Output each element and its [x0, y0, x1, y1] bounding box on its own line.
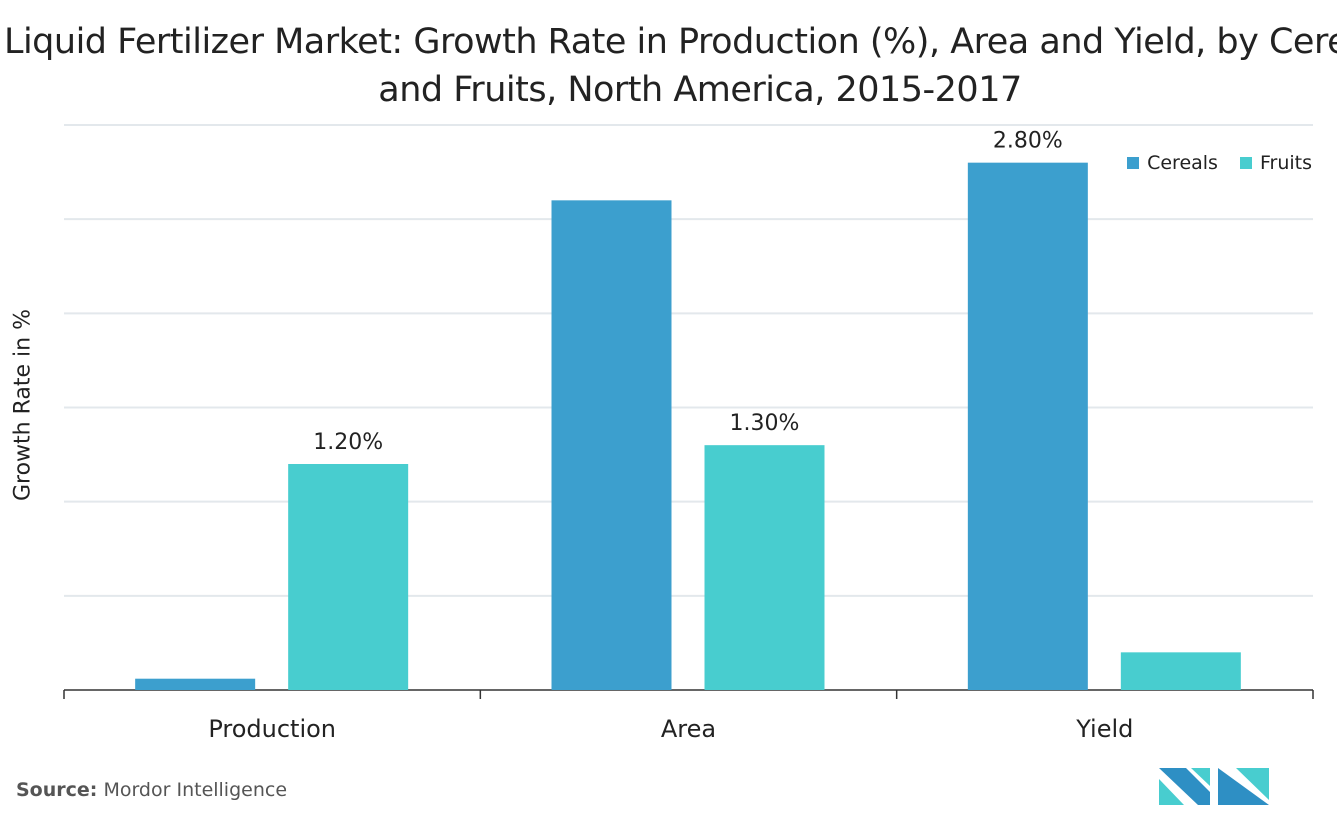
source-label: Source: — [16, 779, 98, 801]
data-label: 1.20% — [313, 430, 383, 455]
bar-cereals — [135, 678, 256, 690]
data-label: 1.30% — [730, 411, 800, 436]
bar-fruits — [1120, 652, 1241, 690]
source-note: Source: Mordor Intelligence — [16, 779, 287, 801]
bar-fruits — [704, 445, 825, 690]
legend-item-fruits: Fruits — [1239, 152, 1312, 174]
chart-title: Liquid Fertilizer Market: Growth Rate in… — [3, 22, 1337, 110]
legend-item-cereals: Cereals — [1127, 152, 1218, 174]
bar-cereals — [967, 162, 1088, 690]
source-text: Mordor Intelligence — [103, 779, 288, 801]
legend-swatch-fruits — [1239, 157, 1252, 169]
legend-label-cereals: Cereals — [1147, 152, 1218, 174]
x-tick-label: Yield — [1075, 715, 1133, 743]
legend-label-fruits: Fruits — [1259, 152, 1312, 174]
legend: Cereals Fruits — [1127, 152, 1312, 174]
legend-swatch-cereals — [1127, 157, 1140, 169]
bar-cereals — [551, 200, 672, 691]
data-label: 2.80% — [993, 129, 1063, 154]
bar-fruits — [288, 464, 409, 690]
x-tick-label: Area — [661, 715, 716, 743]
x-tick-label: Production — [208, 715, 336, 743]
